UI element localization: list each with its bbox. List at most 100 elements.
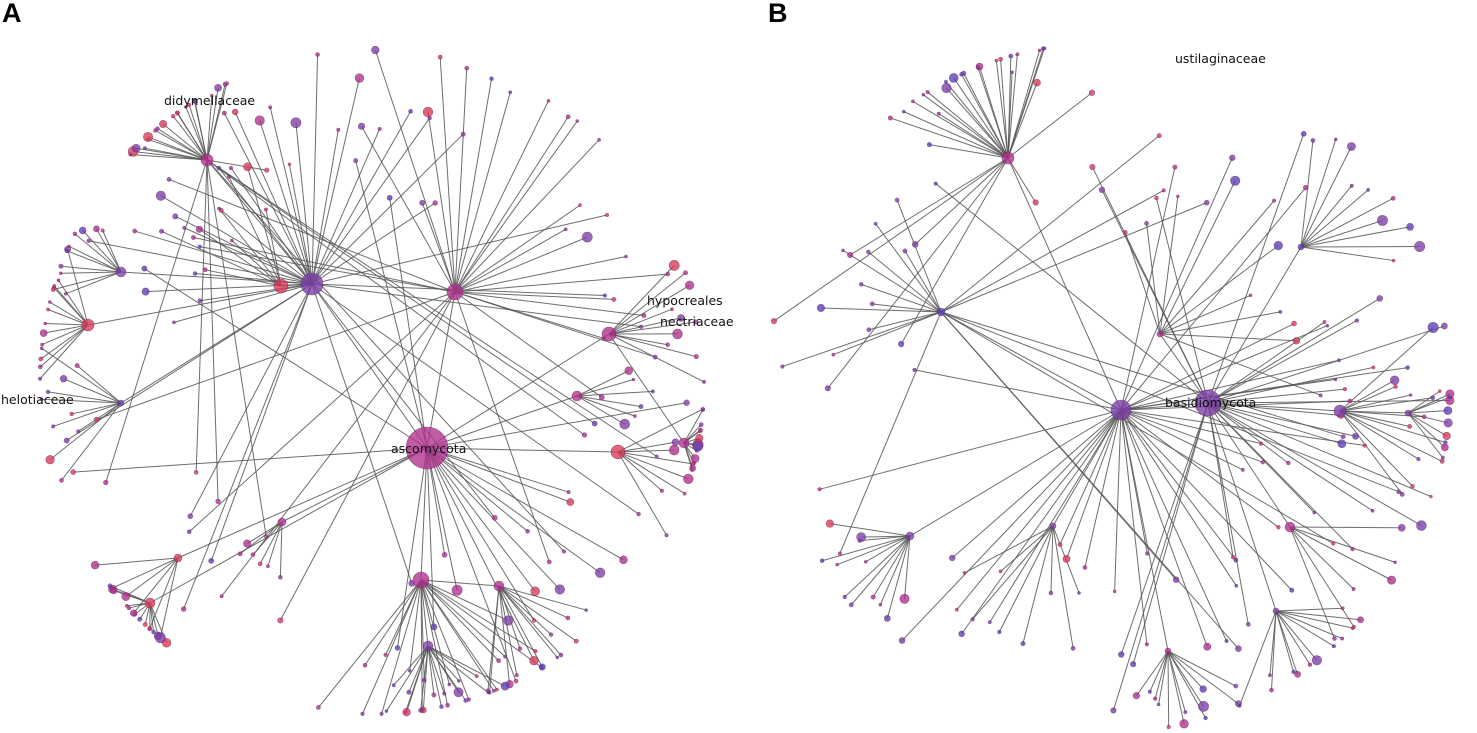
leaf-node [670,307,674,312]
graph-edge [172,115,208,161]
leaf-node [1112,589,1117,594]
leaf-node [38,364,43,370]
leaf-node [1421,414,1427,420]
leaf-node [69,411,74,417]
leaf-node [1350,546,1355,552]
leaf-node [1332,636,1337,641]
graph-edge [409,579,422,671]
leaf-node [1362,443,1367,448]
leaf-node [684,280,695,290]
graph-edge [608,284,690,335]
leaf-node [1331,541,1336,546]
leaf-node [683,473,694,485]
leaf-node [48,300,52,304]
leaf-node [155,126,160,131]
graph-edge [1207,321,1325,404]
graph-edge [1120,166,1176,411]
graph-edge [66,283,313,441]
graph-edge [420,579,425,681]
graph-edge [1339,386,1396,412]
graph-edge [819,409,1122,490]
graph-edge [1289,526,1402,529]
graph-edge [1207,402,1315,513]
leaf-node [460,131,466,137]
graph-edge [1159,180,1236,335]
leaf-node [958,630,965,638]
leaf-node [1082,565,1088,570]
leaf-node [39,397,44,402]
leaf-node [1440,443,1449,452]
graph-edge [1300,185,1353,248]
graph-edge [608,333,668,346]
leaf-node [315,52,320,57]
leaf-node [1442,431,1451,440]
graph-edge [426,447,624,561]
graph-edge [136,147,208,161]
graph-edge [311,54,319,285]
leaf-node [1439,458,1445,464]
graph-edge [206,159,658,457]
graph-edge [71,402,122,415]
leaf-node [530,586,540,597]
graph-edge [498,585,569,619]
leaf-node [266,564,270,569]
leaf-node [1292,337,1301,345]
leaf-node [529,655,539,666]
graph-edge [1154,650,1169,699]
leaf-node [1331,644,1336,649]
graph-edge [1407,410,1448,414]
graph-edge [1300,146,1352,248]
graph-edge [1275,610,1318,661]
graph-edge [206,159,219,502]
hub-node [1194,389,1222,417]
graph-edge [311,283,496,519]
leaf-node [1351,624,1356,629]
graph-edge [1300,197,1394,248]
hub-node [1284,521,1296,533]
graph-edge [125,557,179,597]
graph-edge [1269,610,1277,676]
leaf-node [1409,393,1413,397]
leaf-node [430,623,438,631]
graph-edge [903,111,1009,159]
leaf-node [1391,258,1396,263]
leaf-node [357,122,366,130]
leaf-node [38,356,44,362]
leaf-node [1118,651,1125,658]
leaf-node [419,199,426,206]
leaf-node [1405,365,1410,370]
graph-edge [487,585,500,691]
graph-edge [1120,359,1340,411]
graph-edge [311,214,608,285]
graph-edge [498,585,587,611]
graph-edge [1207,402,1342,445]
leaf-node [1416,456,1421,462]
leaf-node [182,225,187,230]
graph-edge [420,579,542,668]
leaf-node [221,110,227,116]
graph-edge [454,204,581,293]
graph-edge [96,228,122,273]
graph-edge [1289,526,1355,628]
graph-edge [1114,409,1122,592]
graph-edge [576,395,636,417]
leaf-node [421,677,427,683]
leaf-node [243,162,252,172]
graph-edge [454,256,627,293]
leaf-node [1203,199,1210,206]
leaf-node [1248,293,1253,298]
leaf-node [1390,375,1400,385]
leaf-node [464,65,470,71]
hub-node [1272,607,1280,615]
leaf-node [1229,154,1236,161]
graph-edge [311,283,413,584]
leaf-node [132,228,138,234]
leaf-node [224,81,230,86]
leaf-node [1062,555,1071,563]
graph-edge [454,228,566,293]
leaf-node [46,307,50,312]
leaf-node [264,534,269,539]
graph-edge [311,283,428,449]
graph-edge [929,144,1009,159]
leaf-node [565,615,571,621]
